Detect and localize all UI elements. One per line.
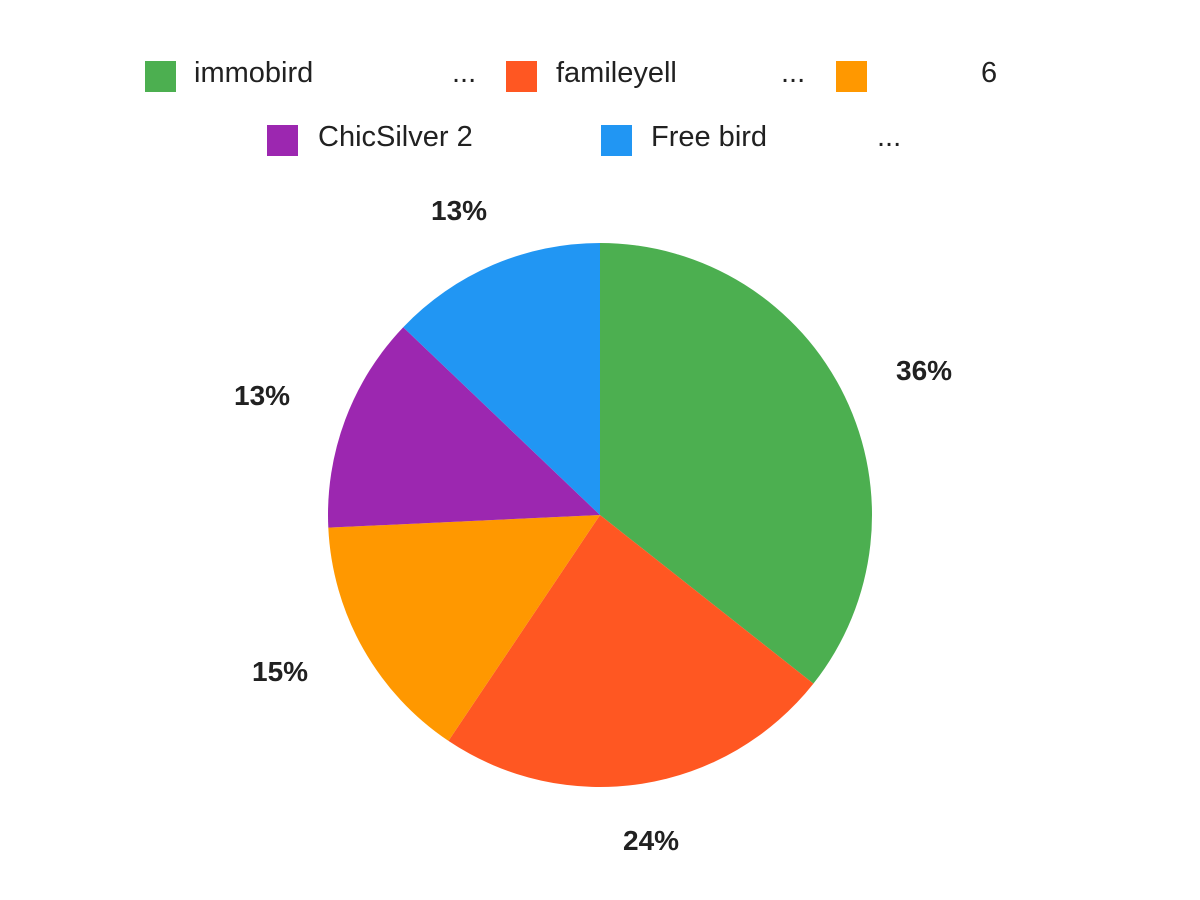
slice-label-free-bird: 13% — [431, 195, 487, 226]
legend-swatch-purple — [267, 124, 298, 156]
pie-slices — [328, 243, 872, 788]
legend-item-chicsilver-2[interactable] — [267, 124, 298, 156]
legend-swatch-orange — [836, 60, 867, 92]
pie-slice-famileyell[interactable] — [448, 515, 814, 788]
legend-label: famileyell — [556, 57, 677, 89]
pie-slice-free-bird[interactable] — [403, 243, 600, 515]
pie-slice-6[interactable] — [328, 515, 600, 741]
pie-slice-chicsilver-2[interactable] — [328, 327, 600, 528]
legend-item-6[interactable] — [836, 60, 867, 92]
legend-ellipsis: ... — [781, 57, 806, 89]
slice-label-immobird: 36% — [896, 355, 952, 386]
legend-label: 6 — [981, 57, 998, 89]
legend-swatch-red — [506, 60, 537, 92]
pie-slice-immobird[interactable] — [600, 243, 872, 684]
legend-item-immobird[interactable] — [145, 60, 176, 92]
legend-swatch-blue — [601, 124, 632, 156]
slice-label-famileyell: 24% — [623, 825, 679, 856]
legend-label: ChicSilver 2 — [318, 121, 473, 153]
legend-item-famileyell[interactable] — [506, 60, 537, 92]
legend-ellipsis: ... — [452, 57, 477, 89]
legend-ellipsis: ... — [877, 121, 902, 153]
legend-label: immobird — [194, 57, 314, 89]
slice-label-6: 15% — [252, 656, 308, 687]
legend-label: Free bird — [651, 121, 768, 153]
legend-swatch-green — [145, 60, 176, 92]
legend-item-free-bird[interactable] — [601, 124, 632, 156]
slice-label-chicsilver-2: 13% — [234, 380, 290, 411]
